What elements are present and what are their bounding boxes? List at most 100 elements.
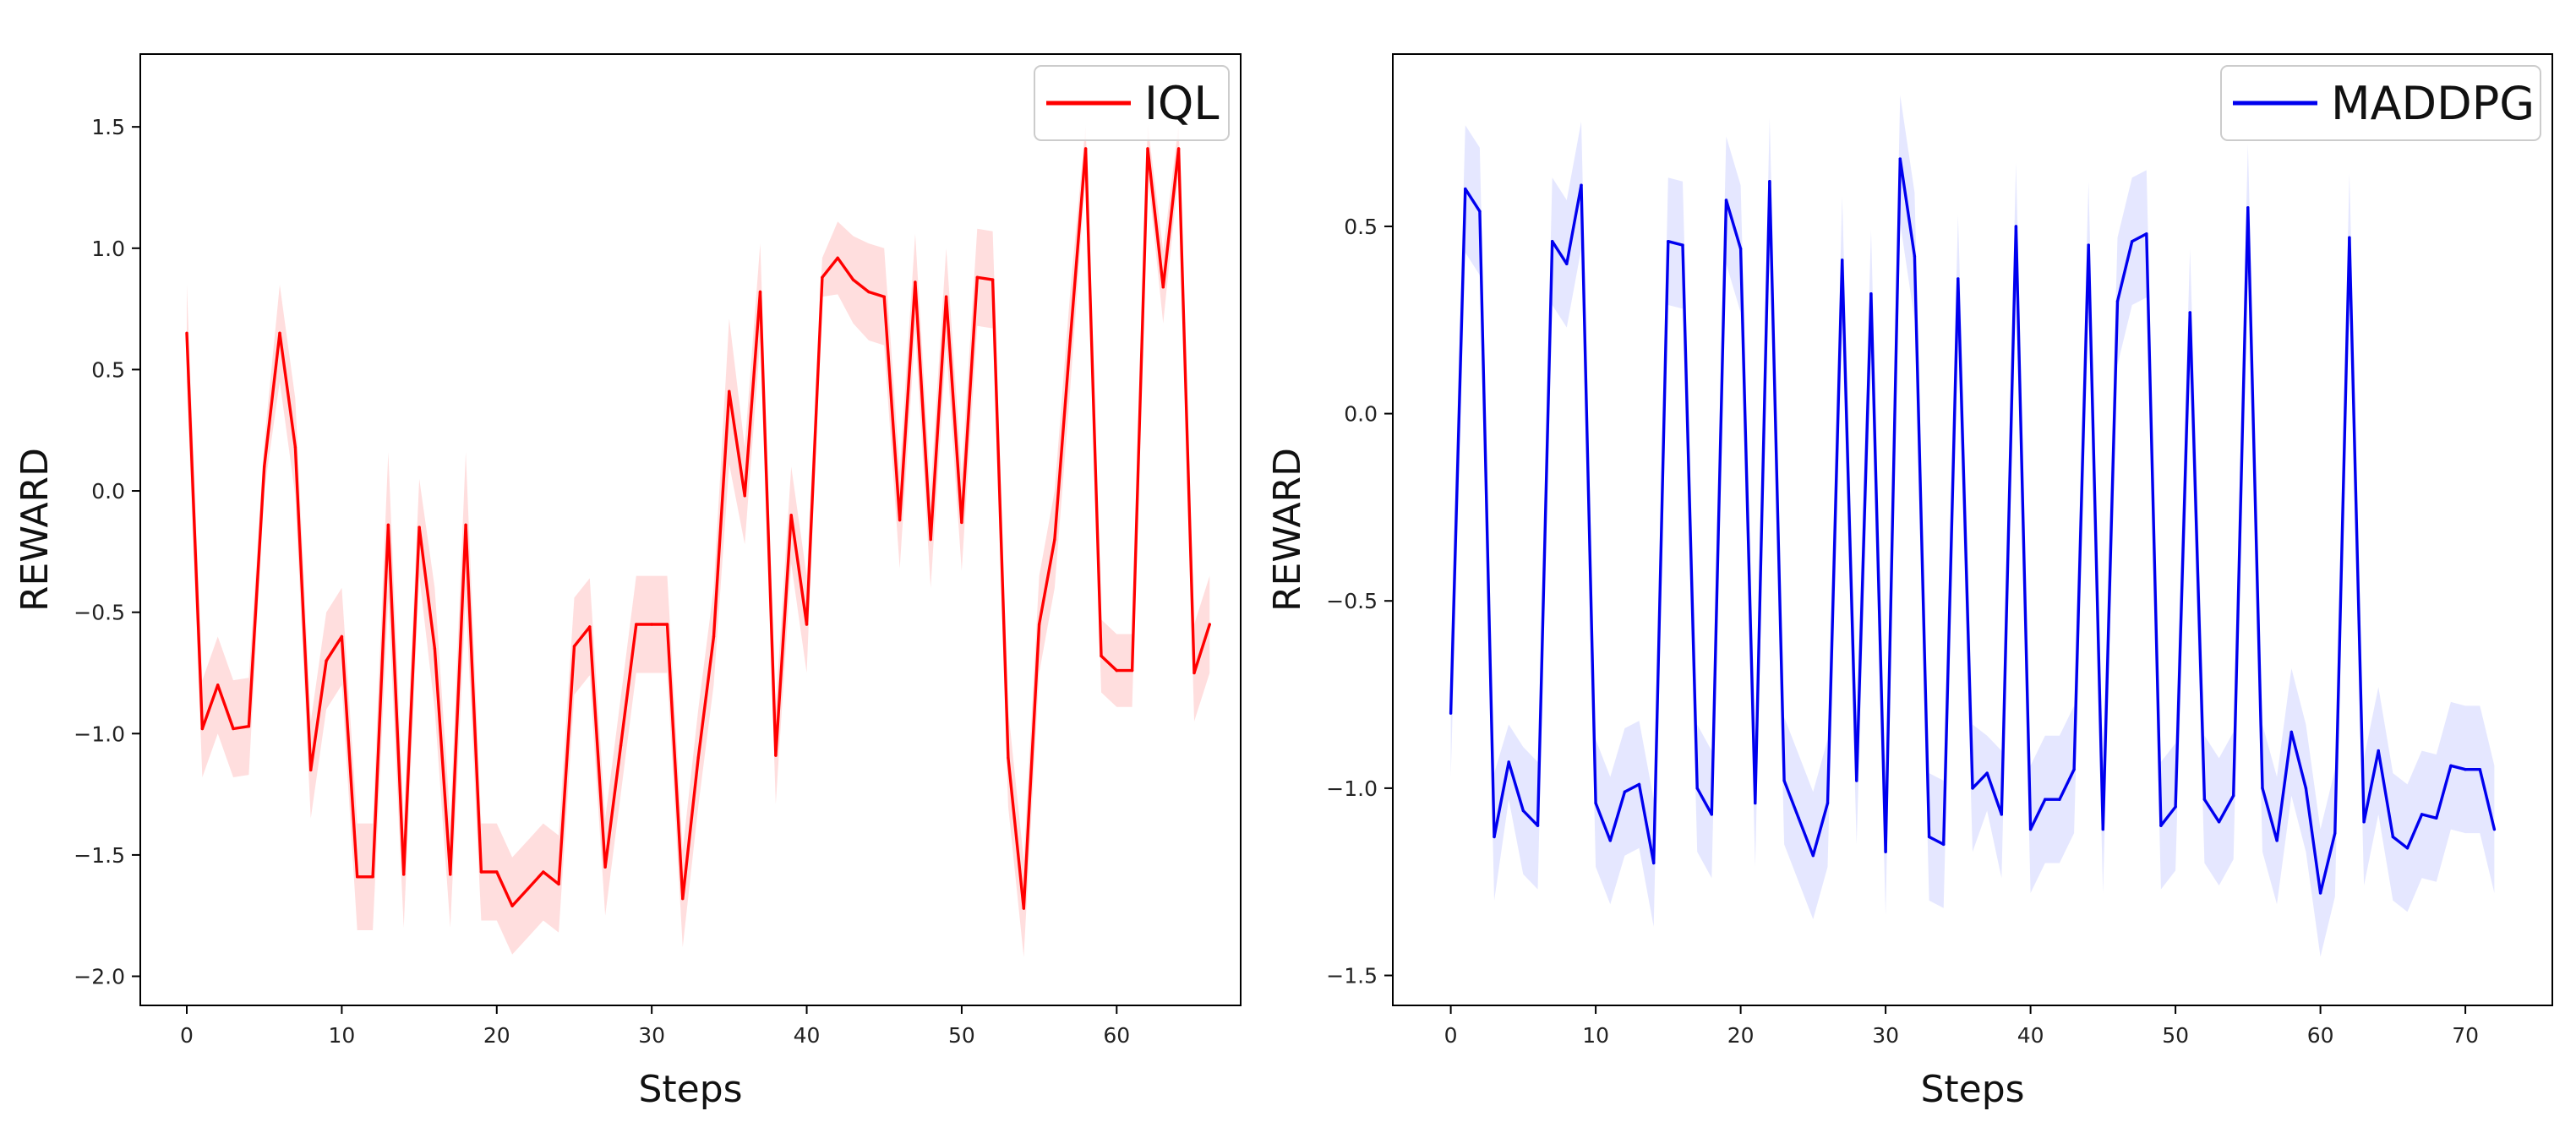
data-point <box>960 520 963 524</box>
data-point <box>200 727 204 730</box>
series-segment <box>572 625 592 648</box>
x-tick-label: 20 <box>483 1023 510 1048</box>
series-segment <box>665 623 685 901</box>
series-segment <box>789 514 809 626</box>
data-point <box>789 514 793 517</box>
series-segment <box>1855 292 1873 782</box>
series-segment <box>263 331 281 468</box>
data-point <box>1100 654 1103 657</box>
series-segment <box>371 523 390 879</box>
series-segment <box>2435 764 2453 820</box>
data-point <box>991 278 995 281</box>
data-point <box>1551 240 1554 243</box>
data-point <box>1652 862 1656 864</box>
data-point <box>2348 236 2351 239</box>
y-tick-label: −1.0 <box>74 722 125 746</box>
data-point <box>2261 787 2264 790</box>
data-point <box>2218 820 2221 824</box>
series-segment <box>588 625 607 869</box>
series-segment <box>2000 225 2018 816</box>
data-point <box>1131 669 1134 673</box>
series-segment <box>2188 311 2207 801</box>
series-segment <box>185 331 205 731</box>
series-segment <box>1985 771 2004 816</box>
series-segment <box>2377 749 2395 839</box>
data-point <box>247 725 250 728</box>
data-point <box>1985 771 1989 775</box>
series-segment <box>1913 254 1931 839</box>
data-point <box>2333 831 2337 835</box>
series-segment <box>1724 199 1743 251</box>
data-point <box>2202 798 2206 801</box>
series-segment <box>232 725 251 731</box>
data-point <box>635 623 638 626</box>
data-point <box>1068 339 1072 342</box>
series-segment <box>1493 760 1510 839</box>
series-segment <box>2275 730 2294 842</box>
x-tick-label: 50 <box>2162 1023 2189 1048</box>
data-point <box>805 623 808 626</box>
data-point <box>743 494 746 498</box>
data-point <box>1841 259 1844 262</box>
data-point <box>1115 669 1118 673</box>
y-tick-label: 0.5 <box>1344 215 1378 239</box>
series-segment <box>2348 236 2366 824</box>
x-axis-label: Steps <box>638 1068 742 1111</box>
data-point <box>527 887 529 891</box>
series-segment <box>2391 835 2410 850</box>
data-point <box>759 291 761 293</box>
data-point <box>1942 842 1946 846</box>
series-segment <box>449 523 467 876</box>
series-segment <box>2174 311 2192 809</box>
data-point <box>1478 210 1482 213</box>
series-segment <box>696 635 716 760</box>
series-segment <box>836 256 855 281</box>
y-tick-label: −1.5 <box>1326 964 1378 989</box>
series-segment <box>944 295 963 525</box>
data-point <box>1177 147 1181 150</box>
data-point <box>914 280 917 284</box>
series-segment <box>1176 147 1196 675</box>
series-segment <box>1797 816 1815 858</box>
data-point <box>945 295 948 298</box>
data-point <box>464 523 467 526</box>
data-point <box>542 870 545 874</box>
series-segment <box>681 756 700 901</box>
data-point <box>2478 768 2481 771</box>
data-point <box>2304 787 2307 790</box>
series-segment <box>867 290 886 298</box>
series-segment <box>1884 157 1902 853</box>
data-point <box>1192 672 1196 674</box>
data-point <box>1208 623 1211 626</box>
series-segment <box>712 389 731 639</box>
data-point <box>1884 850 1887 853</box>
series-segment <box>2231 206 2250 798</box>
x-axis-label: Steps <box>1920 1068 2024 1111</box>
data-point <box>650 623 653 626</box>
data-point <box>232 727 235 730</box>
data-point <box>1084 147 1088 150</box>
data-point <box>2289 730 2293 733</box>
data-point <box>1695 787 1699 790</box>
x-tick-label: 10 <box>1582 1023 1609 1048</box>
data-point <box>2435 816 2438 820</box>
y-tick-label: 1.0 <box>91 237 125 261</box>
data-point <box>2101 828 2104 831</box>
data-point <box>1449 711 1453 715</box>
x-tick-label: 10 <box>328 1023 355 1048</box>
data-point <box>2449 764 2453 767</box>
series-segment <box>1083 147 1103 658</box>
data-point <box>1754 802 1757 805</box>
data-point <box>1623 790 1626 793</box>
data-point <box>2362 820 2366 824</box>
data-point <box>681 897 685 901</box>
data-point <box>1161 286 1165 289</box>
data-point <box>386 523 390 526</box>
data-point <box>1146 147 1149 150</box>
data-point <box>1739 248 1743 250</box>
series-segment <box>1651 240 1670 865</box>
series-segment <box>1710 199 1728 816</box>
data-point <box>402 873 406 876</box>
series-segment <box>495 870 514 907</box>
data-point <box>1464 188 1467 191</box>
